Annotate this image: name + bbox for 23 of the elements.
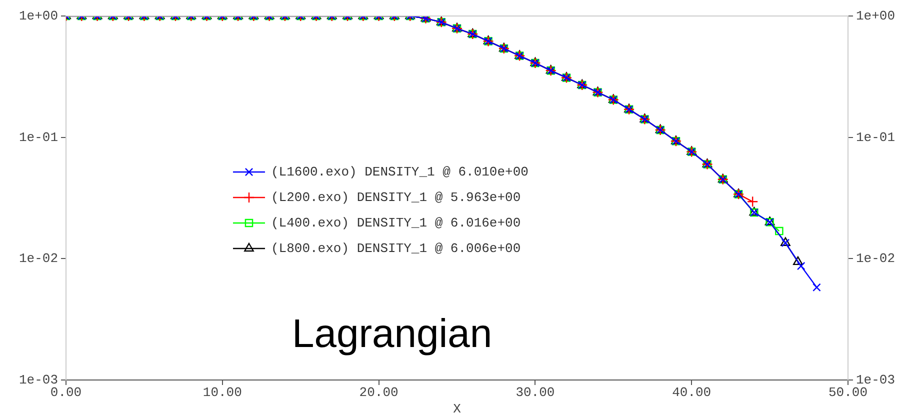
x-tick-label: 40.00 [672,385,712,400]
y-tick-label: 1e-01 [18,130,58,145]
legend-label: (L800.exo) DENSITY_1 @ 6.006e+00 [271,240,521,256]
point [746,196,758,208]
x-tick-label: 50.00 [828,385,868,400]
y-tick-label: 1e+00 [18,8,58,24]
y-tick-label: 1e-03 [18,372,58,388]
x-tick-label: 20.00 [359,385,398,400]
annotation: Lagrangian [292,312,492,357]
point [775,226,784,236]
x-tick-label: 30.00 [516,385,555,400]
text: 1e+00 [856,8,896,24]
text: 1e-01 [856,130,896,145]
point [793,256,803,266]
x-tick-label: 0.00 [50,385,82,400]
legend-label: (L400.exo) DENSITY_1 @ 6.016e+00 [271,215,521,230]
legend-label: (L200.exo) DENSITY_1 @ 5.963e+00 [271,190,521,205]
legend-label: (L1600.exo) DENSITY_1 @ 6.010e+00 [271,164,528,180]
text: 1e-03 [856,372,896,388]
text: 1e-02 [856,251,896,266]
y-tick-label: 1e-02 [18,251,58,266]
x-tick-label: 10.00 [202,385,242,400]
x-axis-title: X [453,402,462,417]
